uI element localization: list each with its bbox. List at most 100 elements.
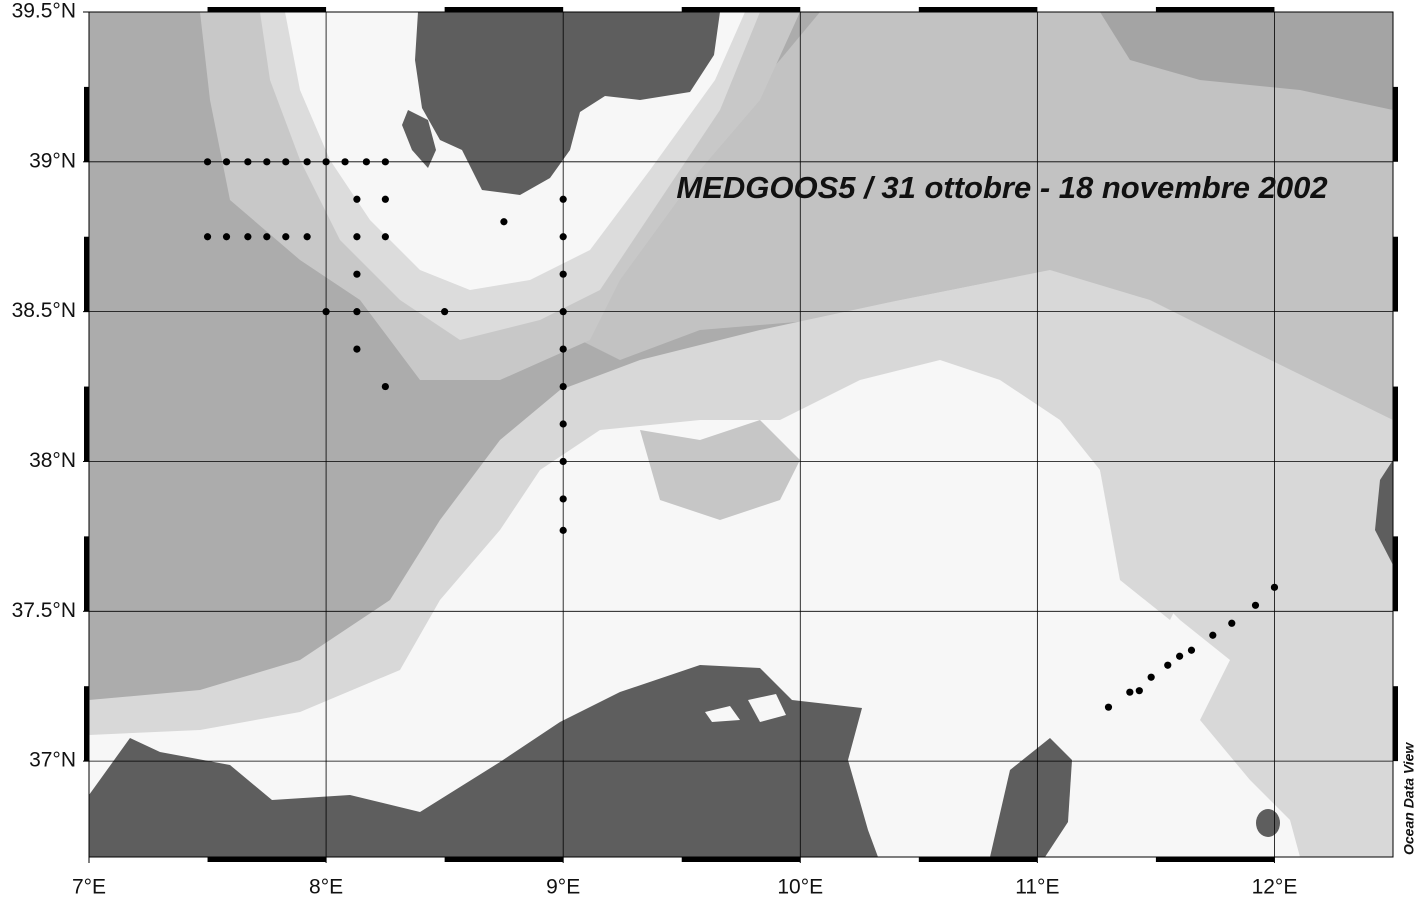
station (203, 233, 212, 241)
frame-bar (84, 386, 89, 462)
station (559, 526, 567, 534)
station (282, 158, 290, 166)
y-tick-label: 37.5°N (12, 599, 76, 622)
x-tick-label: 10°E (777, 876, 823, 899)
frame-bar (444, 857, 564, 862)
station (559, 382, 567, 391)
station (353, 233, 361, 241)
frame-bar (84, 686, 89, 762)
frame-bar (1393, 236, 1398, 312)
station (381, 233, 389, 241)
station (353, 345, 361, 353)
source-label: Ocean Data View (1401, 742, 1416, 855)
frame-bar (1393, 686, 1398, 762)
station (559, 495, 567, 503)
station (353, 270, 361, 278)
map-title: MEDGOOS5 / 31 ottobre - 18 novembre 2002 (676, 170, 1327, 205)
station (559, 233, 567, 241)
station (282, 233, 290, 241)
x-tick-label: 8°E (309, 876, 343, 899)
station (1187, 646, 1196, 654)
x-tick-label: 9°E (546, 876, 580, 899)
station (353, 308, 361, 316)
station (322, 308, 330, 316)
station (1135, 687, 1143, 695)
y-tick-label: 39°N (29, 149, 76, 172)
deep-ne (1100, 12, 1393, 110)
station (222, 233, 231, 241)
station (244, 158, 252, 166)
x-tick-label: 11°E (1015, 876, 1059, 899)
pantelleria (1256, 809, 1280, 837)
land (89, 12, 1393, 857)
frame-bar (1155, 857, 1275, 862)
station (1209, 631, 1217, 639)
station (559, 345, 567, 353)
frame-bar (1155, 7, 1275, 12)
y-tick-label: 38.5°N (12, 299, 76, 322)
station (500, 218, 508, 226)
slope-patch (1100, 470, 1200, 620)
x-tick-label: 7°E (72, 876, 106, 899)
slope-patch (640, 420, 800, 520)
stations (203, 158, 1279, 711)
station (353, 195, 361, 203)
station (559, 270, 567, 278)
station (559, 457, 567, 466)
station (381, 158, 389, 166)
station (1270, 583, 1279, 591)
station (1176, 652, 1184, 660)
station (1228, 619, 1236, 627)
station (441, 308, 449, 316)
frame-bar (207, 7, 327, 12)
y-tick-label: 39.5°N (12, 0, 76, 23)
frame-bar (1393, 386, 1398, 462)
y-tick-label: 37°N (29, 749, 76, 772)
frame-bar (84, 86, 89, 162)
station (1147, 673, 1155, 681)
frame-bar (84, 236, 89, 312)
shelf (89, 360, 1300, 857)
frame-bar (207, 857, 327, 862)
island (402, 110, 436, 168)
station (1104, 703, 1113, 711)
sardinia (415, 12, 720, 195)
plot-border (88, 11, 1394, 858)
station (303, 233, 311, 241)
station (263, 233, 271, 241)
africa (89, 665, 878, 857)
station (263, 158, 271, 166)
frame (83, 7, 1398, 863)
y-tick-label: 38°N (29, 449, 76, 472)
station (244, 233, 252, 241)
cap-bon (990, 738, 1072, 857)
station (381, 382, 389, 391)
lake (705, 706, 740, 722)
frame-bar (1393, 86, 1398, 162)
station (1251, 601, 1260, 609)
frame-bar (918, 7, 1038, 12)
x-tick-label: 12°E (1252, 876, 1298, 899)
station (322, 158, 330, 166)
sicily (1375, 460, 1393, 565)
frame-bar (444, 7, 564, 12)
station (1164, 661, 1172, 669)
station (1126, 688, 1134, 696)
lake (748, 694, 786, 722)
station (341, 158, 349, 166)
station (222, 158, 231, 166)
station (203, 158, 212, 166)
station (559, 420, 567, 428)
frame-bar (681, 857, 801, 862)
frame-bar (1393, 536, 1398, 612)
station (362, 158, 370, 166)
frame-bar (918, 857, 1038, 862)
frame-bar (84, 536, 89, 612)
frame-bar (681, 7, 801, 12)
station (559, 308, 567, 316)
station (303, 158, 311, 166)
station (559, 195, 567, 203)
station (381, 195, 389, 203)
